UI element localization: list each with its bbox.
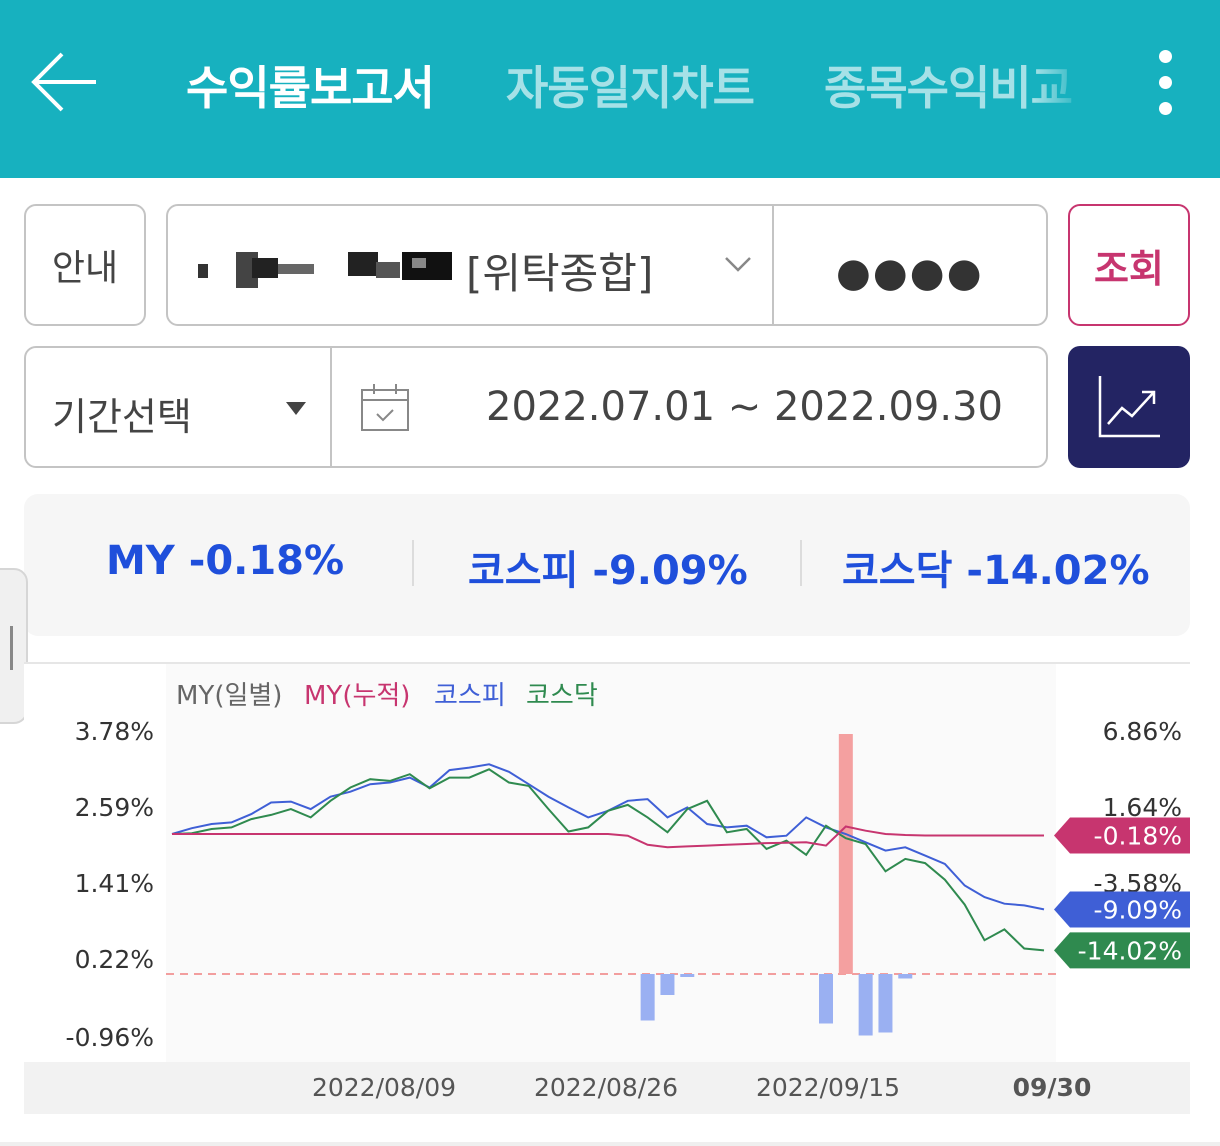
tab-auto-journal-chart[interactable]: 자동일지차트 (506, 61, 755, 115)
daily-return-bar (838, 734, 853, 974)
legend-item: MY(일별) (176, 681, 282, 711)
return-summary: MY -0.18% 코스피 -9.09% 코스닥 -14.02% (24, 494, 1190, 636)
end-value-tag (1054, 891, 1190, 928)
left-axis-tick: 3.78% (75, 717, 154, 746)
x-axis-tick: 2022/08/26 (534, 1073, 678, 1102)
more-menu-icon[interactable] (1150, 46, 1180, 126)
chart-view-button[interactable] (1068, 346, 1190, 468)
left-axis-tick: -0.96% (66, 1023, 154, 1052)
divider (412, 540, 414, 586)
daily-return-bar (878, 974, 893, 1033)
legend-item: 코스피 (434, 681, 506, 711)
summary-kosdaq: 코스닥 -14.02% (842, 548, 1150, 594)
account-select[interactable]: [위탁종합] ●●●● (166, 204, 1048, 326)
daily-return-bar (660, 974, 675, 995)
period-select[interactable]: 기간선택 (24, 346, 332, 468)
trend-chart-icon (1098, 376, 1160, 438)
daily-return-bar (819, 974, 833, 1024)
date-range-field[interactable]: 2022.07.01 ~ 2022.09.30 (330, 346, 1048, 468)
divider (800, 540, 802, 586)
end-value-label: -0.18% (1094, 821, 1182, 850)
series-line (171, 768, 1045, 952)
x-axis-tick: 09/30 (1013, 1073, 1092, 1102)
end-value-label: -14.02% (1078, 936, 1182, 965)
x-axis-tick: 2022/08/09 (312, 1073, 456, 1102)
password-field[interactable]: ●●●● (836, 250, 984, 296)
left-axis-tick: 0.22% (75, 945, 154, 974)
x-axis-tick: 2022/09/15 (756, 1073, 900, 1102)
dropdown-caret-icon (286, 402, 306, 415)
footer-divider (0, 1142, 1220, 1146)
end-value-tag (1054, 932, 1190, 969)
daily-return-bar (898, 974, 913, 979)
guide-button[interactable]: 안내 (24, 204, 146, 326)
end-value-tag (1054, 817, 1190, 854)
calendar-icon[interactable] (358, 380, 412, 434)
account-type-label: [위탁종합] (466, 249, 654, 298)
profit-chart: MY(일별) MY(누적) 코스피 코스닥 3.78% 2.59% 1.41% 0.22% -… (24, 662, 1190, 1114)
date-range-text: 2022.07.01 ~ 2022.09.30 (486, 384, 1003, 430)
series-line (172, 825, 1044, 849)
legend-item: MY(누적) (304, 681, 410, 711)
daily-return-bar (858, 974, 873, 1036)
side-drawer-handle[interactable] (0, 568, 28, 724)
query-button[interactable]: 조회 (1068, 204, 1190, 326)
tab-profit-report[interactable]: 수익률보고서 (186, 61, 435, 115)
right-axis-tick: 1.64% (1103, 793, 1182, 822)
summary-kospi: 코스피 -9.09% (468, 548, 748, 594)
legend-item: 코스닥 (526, 681, 598, 711)
period-select-label: 기간선택 (52, 395, 192, 439)
end-value-label: -9.09% (1094, 895, 1182, 924)
chart-svg: MY(일별) MY(누적) 코스피 코스닥 3.78% 2.59% 1.41% 0.22% -… (24, 662, 1190, 1114)
tab-stock-profit-compare[interactable]: 종목수익비교 (824, 61, 1073, 115)
back-arrow-icon[interactable] (30, 50, 100, 114)
daily-return-bar (640, 974, 655, 1021)
chevron-down-icon (725, 257, 751, 272)
summary-my: MY -0.18% (106, 538, 345, 584)
daily-return-bar (680, 974, 695, 977)
left-axis-tick: 2.59% (75, 793, 154, 822)
right-axis-tick: 6.86% (1103, 717, 1182, 746)
divider (772, 206, 774, 324)
app-header: 수익률보고서 자동일지차트 종목수익비교 (0, 0, 1220, 178)
account-number-masked (198, 252, 452, 288)
left-axis-tick: 1.41% (75, 869, 154, 898)
